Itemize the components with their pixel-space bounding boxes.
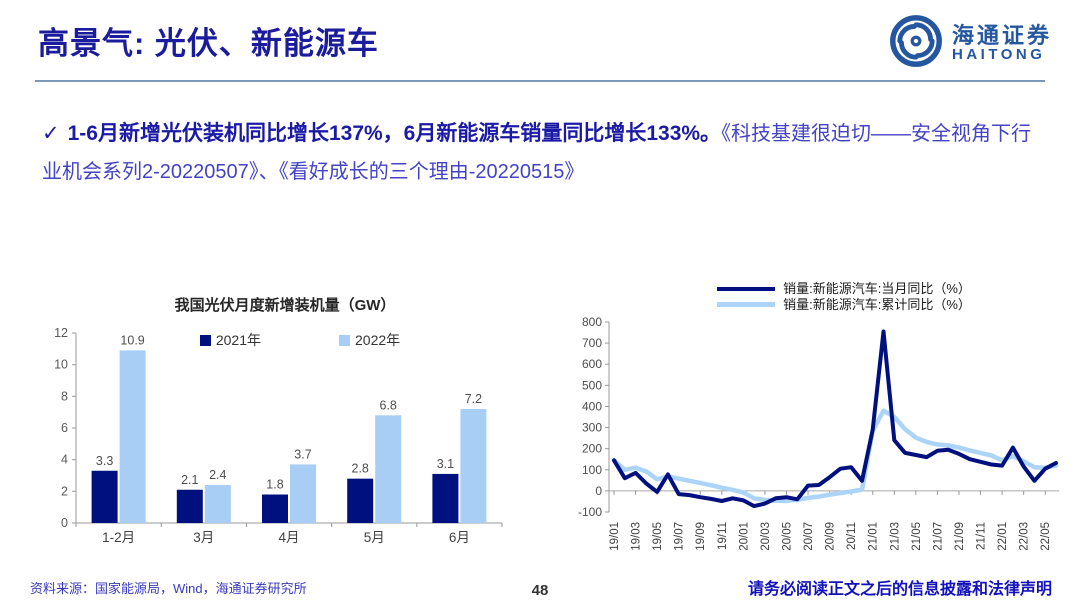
svg-text:22/01: 22/01 [997,522,1009,551]
legend-label: 销量:新能源汽车:当月同比（%） [783,281,971,296]
legend-swatch-icon [199,334,211,346]
source-note: 资料来源：国家能源局，Wind，海通证券研究所 [30,581,307,596]
svg-text:1.8: 1.8 [266,478,283,492]
line-legend-item: 销量:新能源汽车:累计同比（%） [717,297,971,312]
svg-text:19/01: 19/01 [609,522,621,551]
legend-label: 销量:新能源汽车:累计同比（%） [783,297,971,312]
page-title: 高景气: 光伏、新能源车 [38,26,379,61]
svg-text:22/03: 22/03 [1019,522,1031,551]
svg-text:21/03: 21/03 [889,522,901,551]
legend-swatch-icon [339,334,350,346]
svg-text:4月: 4月 [278,530,299,545]
bar-legend-item: 2021年 [199,330,261,350]
svg-text:21/11: 21/11 [976,522,988,550]
svg-text:0: 0 [61,516,68,530]
svg-text:20/05: 20/05 [781,522,793,551]
svg-text:8: 8 [61,389,68,403]
svg-text:6: 6 [61,421,68,435]
svg-text:600: 600 [582,357,602,371]
header-divider [35,80,1045,82]
svg-text:2.8: 2.8 [352,462,369,476]
svg-text:20/07: 20/07 [803,522,815,551]
svg-text:4: 4 [61,453,68,467]
svg-text:200: 200 [582,442,602,456]
svg-text:0: 0 [595,484,602,498]
svg-text:19/11: 19/11 [717,522,729,550]
svg-text:400: 400 [582,399,602,413]
svg-text:20/01: 20/01 [738,522,750,551]
key-point-text: 1-6月新增光伏装机同比增长137%，6月新能源车销量同比增长133%。 [67,122,722,145]
pv-installation-bar-chart: 我国光伏月度新增装机量（GW） 2021年 2022年 0 2 4 6 8 10 12 3.3 1… [28,294,512,572]
svg-text:19/05: 19/05 [652,522,664,551]
legend-label: 2022年 [355,332,401,348]
key-point: ✓ 1-6月新增光伏装机同比增长137%，6月新能源车销量同比增长133%。《科技… [42,115,1050,191]
svg-text:500: 500 [582,378,602,392]
svg-text:3.1: 3.1 [437,457,454,471]
svg-text:6月: 6月 [449,530,470,545]
bar-legend-item: 2022年 [339,330,400,350]
bar-chart-legend: 2021年 2022年 [88,330,512,350]
svg-text:19/09: 19/09 [695,522,707,551]
svg-text:20/03: 20/03 [760,522,772,551]
svg-text:20/09: 20/09 [825,522,837,551]
svg-text:20/11: 20/11 [846,522,858,550]
svg-text:3.7: 3.7 [294,447,311,461]
svg-text:6.8: 6.8 [380,398,397,412]
line-legend-item: 销量:新能源汽车:当月同比（%） [717,281,971,296]
svg-text:21/01: 21/01 [868,522,880,551]
svg-text:700: 700 [582,336,602,350]
svg-text:2.1: 2.1 [181,473,198,487]
report-citations: 《科技基建很迫切——安全视角下行业机会系列2-20220507》、《看好成长的三… [42,123,1032,183]
svg-text:21/07: 21/07 [932,522,944,551]
svg-text:300: 300 [582,421,602,435]
svg-text:800: 800 [582,315,602,329]
svg-text:21/05: 21/05 [911,522,923,551]
logo-cn-text: 海通证券 [951,23,1052,49]
legend-label: 2021年 [215,332,261,348]
haitong-logo-icon [889,14,943,73]
bar-chart-plot: 0 2 4 6 8 10 12 3.3 10.9 1-2月 2.1 2.4 3月 1.8 3.7 4月 2.8 6… [54,326,503,545]
haitong-logo: 海通证券 HAITONG [889,14,1052,73]
svg-text:19/03: 19/03 [631,522,643,551]
svg-text:3月: 3月 [193,530,214,545]
svg-text:2: 2 [61,484,68,498]
line-chart-legend: 销量:新能源汽车:当月同比（%） 销量:新能源汽车:累计同比（%） [618,281,1070,312]
svg-text:-100: -100 [578,505,602,519]
svg-text:2.4: 2.4 [209,468,226,482]
svg-text:22/05: 22/05 [1040,522,1052,551]
svg-text:1-2月: 1-2月 [102,530,135,545]
svg-text:100: 100 [582,463,602,477]
bar-chart-title: 我国光伏月度新增装机量（GW） [174,297,396,314]
checkmark-icon: ✓ [42,122,60,145]
disclaimer: 请务必阅读正文之后的信息披露和法律声明 [747,581,1052,598]
svg-text:12: 12 [54,326,68,340]
logo-en-text: HAITONG [951,46,1046,64]
legend-line-icon [717,302,776,307]
nev-sales-line-chart: 销量:新能源汽车:当月同比（%） 销量:新能源汽车:累计同比（%） -100 0 10… [563,281,1070,591]
svg-text:21/09: 21/09 [954,522,966,551]
svg-text:3.3: 3.3 [96,454,113,468]
page-number: 48 [531,582,549,599]
svg-text:10.9: 10.9 [120,333,144,347]
svg-text:19/07: 19/07 [674,522,686,551]
svg-text:7.2: 7.2 [465,392,482,406]
svg-text:10: 10 [54,358,68,372]
legend-line-icon [717,286,776,291]
svg-text:5月: 5月 [364,530,385,545]
line-chart-plot: -100 0 100 200 300 400 500 600 700 800 19/01 19/03 1… [578,315,1059,551]
